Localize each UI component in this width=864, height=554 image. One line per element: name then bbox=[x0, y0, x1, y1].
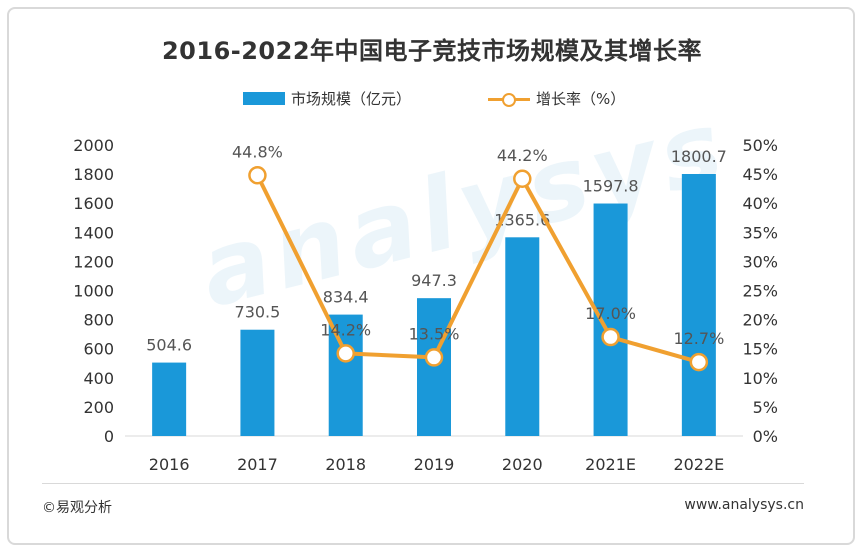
y-axis-tick-label: 1200 bbox=[73, 252, 114, 271]
y-axis-tick-label: 1600 bbox=[73, 194, 114, 213]
legend-line-label: 增长率（%） bbox=[536, 90, 626, 108]
x-axis-tick-label: 2022E bbox=[673, 455, 724, 474]
legend-item-line: 增长率（%） bbox=[488, 88, 625, 109]
growth-rate-line bbox=[255, 174, 700, 365]
growth-rate-point bbox=[248, 166, 267, 185]
x-axis-tick-label: 2017 bbox=[237, 455, 278, 474]
growth-rate-data-label: 44.2% bbox=[497, 146, 548, 165]
bar bbox=[152, 362, 187, 436]
y-axis-tick-label: 2000 bbox=[73, 136, 114, 155]
chart-title: 2016-2022年中国电子竞技市场规模及其增长率 bbox=[161, 37, 703, 65]
x-axis-tick-label: 2018 bbox=[325, 455, 366, 474]
y-axis-tick-label: 600 bbox=[83, 340, 114, 359]
y-axis-tick-label: 400 bbox=[83, 369, 114, 388]
y2-axis-tick-label: 0% bbox=[753, 427, 778, 446]
x-axis-tick-label: 2020 bbox=[502, 455, 543, 474]
y2-axis-tick-label: 50% bbox=[742, 136, 778, 155]
bar bbox=[240, 329, 275, 436]
footer-copyright: ©易观分析 bbox=[42, 500, 112, 516]
y-axis-tick-label: 1400 bbox=[73, 223, 114, 242]
x-axis-tick-label: 2021E bbox=[585, 455, 636, 474]
growth-rate-data-label: 12.7% bbox=[673, 329, 724, 348]
footer-divider bbox=[42, 483, 804, 484]
bar-data-label: 834.4 bbox=[323, 288, 369, 307]
growth-rate-point bbox=[689, 352, 709, 372]
legend-bar-swatch bbox=[243, 92, 285, 105]
legend-bar-label: 市场规模（亿元） bbox=[291, 90, 412, 108]
bar-data-label: 947.3 bbox=[411, 271, 457, 290]
growth-rate-point bbox=[424, 348, 444, 367]
y2-axis-tick-label: 5% bbox=[753, 398, 778, 417]
bar bbox=[681, 173, 716, 436]
x-axis-tick-label: 2019 bbox=[414, 455, 455, 474]
x-axis-tick-label: 2016 bbox=[149, 455, 190, 474]
y-axis-tick-label: 200 bbox=[83, 398, 114, 417]
growth-rate-data-label: 44.8% bbox=[232, 142, 283, 161]
y2-axis-tick-label: 40% bbox=[742, 194, 778, 213]
legend-line-swatch bbox=[488, 91, 530, 107]
bar bbox=[505, 237, 540, 436]
growth-rate-point bbox=[601, 327, 620, 347]
y-axis-tick-label: 0 bbox=[104, 427, 114, 446]
bar-data-label: 1597.8 bbox=[583, 177, 639, 196]
growth-rate-point bbox=[513, 169, 532, 189]
chart-legend: 市场规模（亿元） 增长率（%） bbox=[0, 88, 864, 108]
y2-axis-tick-label: 45% bbox=[742, 165, 778, 184]
y2-axis-tick-label: 15% bbox=[742, 340, 778, 359]
growth-rate-data-label: 17.0% bbox=[585, 304, 636, 323]
bar-data-label: 730.5 bbox=[235, 303, 281, 322]
y2-axis-tick-label: 30% bbox=[742, 252, 778, 271]
y2-axis-tick-label: 10% bbox=[742, 369, 778, 388]
y2-axis-tick-label: 35% bbox=[742, 223, 778, 242]
legend-item-bar: 市场规模（亿元） bbox=[243, 88, 411, 109]
growth-rate-data-label: 13.5% bbox=[409, 324, 460, 343]
bar-data-label: 504.6 bbox=[146, 336, 192, 355]
footer-website: www.analysys.cn bbox=[684, 497, 804, 513]
y2-axis-tick-label: 25% bbox=[742, 282, 778, 301]
growth-rate-data-label: 14.2% bbox=[320, 320, 371, 339]
y-axis-tick-label: 1800 bbox=[73, 165, 114, 184]
y-axis-tick-label: 800 bbox=[83, 311, 114, 330]
bar-data-label: 1365.6 bbox=[494, 210, 550, 229]
y-axis-tick-label: 1000 bbox=[73, 282, 114, 301]
y2-axis-tick-label: 20% bbox=[742, 311, 778, 330]
bar-data-label: 1800.7 bbox=[671, 147, 727, 166]
bar bbox=[417, 298, 451, 436]
growth-rate-point bbox=[336, 344, 355, 363]
